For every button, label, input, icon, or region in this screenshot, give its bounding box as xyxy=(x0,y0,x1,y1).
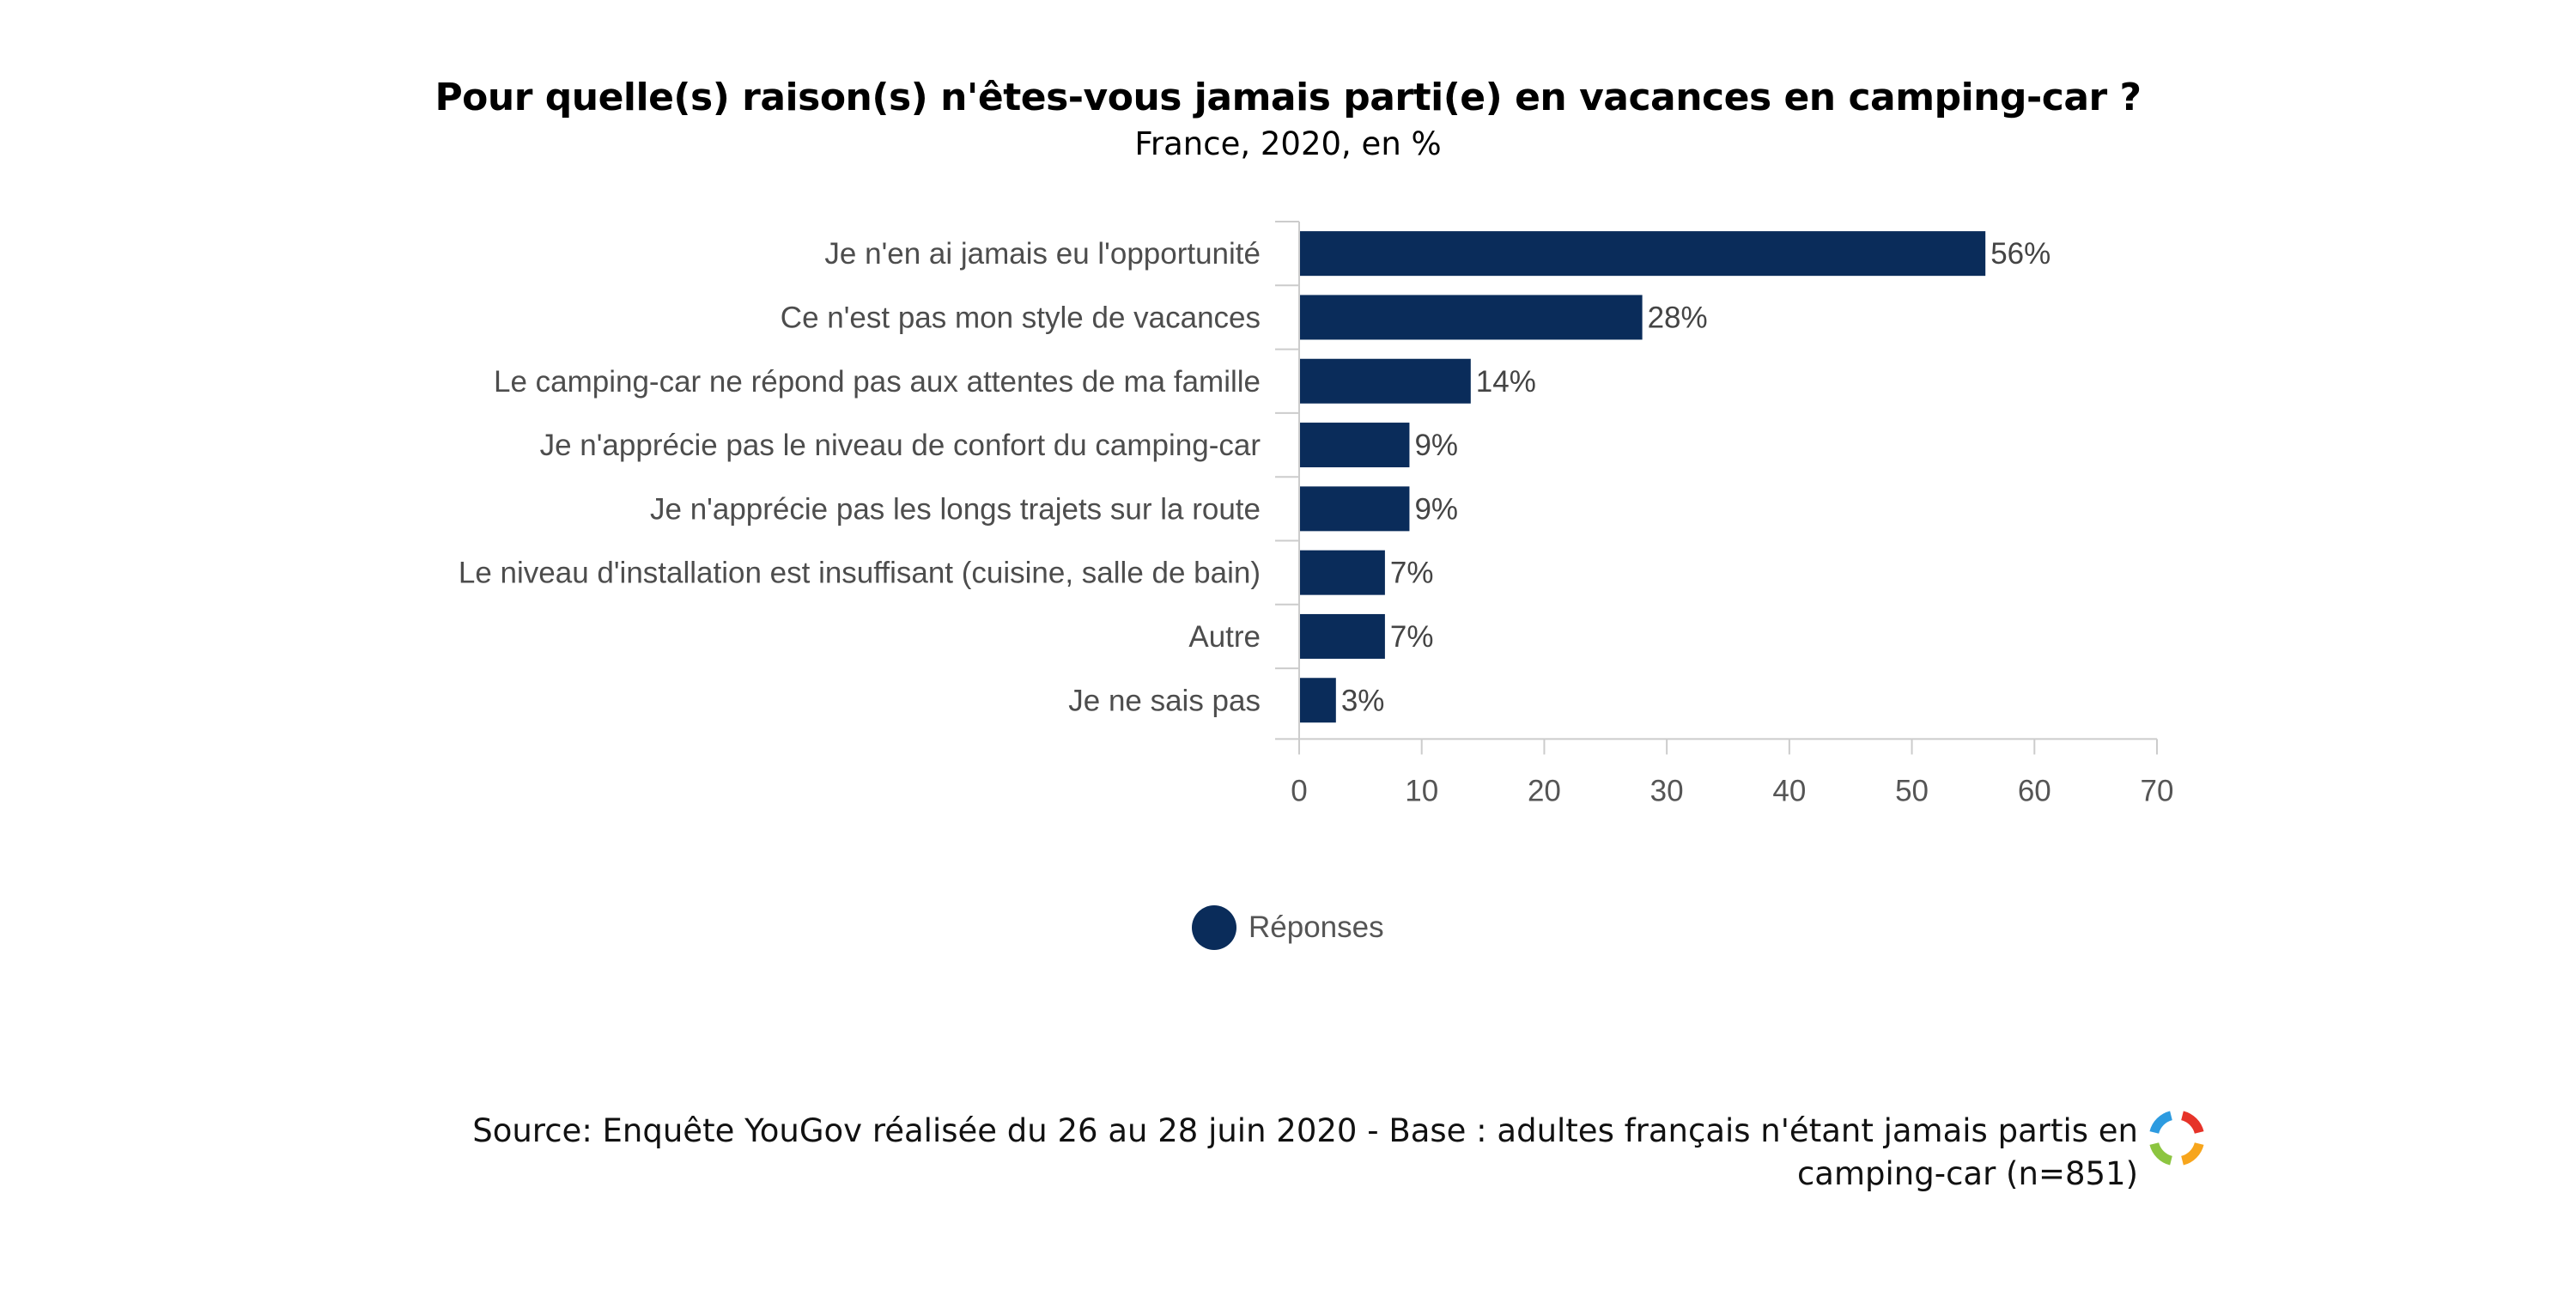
data-label: 7% xyxy=(1390,557,1434,590)
x-tick-label: 0 xyxy=(1291,774,1307,807)
bar xyxy=(1300,486,1410,532)
x-tick-label: 70 xyxy=(2141,774,2174,807)
x-tick-label: 20 xyxy=(1528,774,1561,807)
logo-segment xyxy=(2180,1142,2204,1166)
bar xyxy=(1300,295,1643,340)
bar xyxy=(1300,550,1385,595)
logo-segment xyxy=(2180,1111,2204,1135)
chart-subtitle: France, 2020, en % xyxy=(1134,125,1442,162)
x-tick-label: 30 xyxy=(1650,774,1684,807)
category-label: Autre xyxy=(1188,620,1261,654)
data-label: 9% xyxy=(1414,492,1458,526)
data-label: 3% xyxy=(1341,684,1385,717)
data-label: 56% xyxy=(1990,237,2050,271)
source-line-1: Source: Enquête YouGov réalisée du 26 au… xyxy=(472,1112,2138,1149)
category-label: Je n'en ai jamais eu l'opportunité xyxy=(824,237,1261,271)
source-line-2: camping-car (n=851) xyxy=(1796,1155,2138,1192)
data-label: 28% xyxy=(1648,301,1708,334)
data-label: 9% xyxy=(1414,429,1458,462)
legend-marker xyxy=(1192,905,1236,950)
bar xyxy=(1300,231,1986,277)
x-tick-label: 50 xyxy=(1895,774,1929,807)
category-label: Je n'apprécie pas le niveau de confort d… xyxy=(540,429,1261,462)
bar xyxy=(1300,358,1471,404)
x-tick-label: 60 xyxy=(2018,774,2051,807)
x-tick-label: 40 xyxy=(1772,774,1806,807)
category-label: Je ne sais pas xyxy=(1068,684,1261,717)
category-label: Le camping-car ne répond pas aux attente… xyxy=(494,365,1261,399)
legend-label: Réponses xyxy=(1249,910,1384,944)
bar xyxy=(1300,678,1336,723)
data-label: 7% xyxy=(1390,620,1434,654)
bar xyxy=(1300,423,1410,468)
logo-segment xyxy=(2149,1111,2173,1135)
x-tick-label: 10 xyxy=(1405,774,1438,807)
legend[interactable]: Réponses xyxy=(1192,904,1384,952)
category-label: Le niveau d'installation est insuffisant… xyxy=(459,557,1261,590)
category-label: Je n'apprécie pas les longs trajets sur … xyxy=(650,492,1261,526)
yougov-logo-icon xyxy=(2149,1111,2204,1166)
source-note: Source: Enquête YouGov réalisée du 26 au… xyxy=(421,1110,2138,1196)
data-label: 14% xyxy=(1476,365,1536,399)
chart-title: Pour quelle(s) raison(s) n'êtes-vous jam… xyxy=(434,76,2142,119)
category-label: Ce n'est pas mon style de vacances xyxy=(781,301,1261,334)
logo-segment xyxy=(2149,1142,2173,1166)
bar xyxy=(1300,613,1385,659)
